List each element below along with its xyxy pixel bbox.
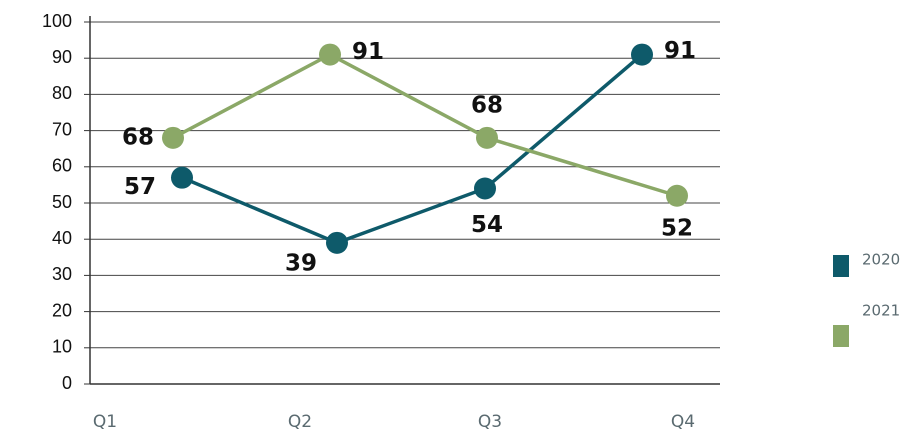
y-tick-label: 10 xyxy=(52,337,72,357)
legend-label: 2020 xyxy=(862,251,900,269)
y-tick-label: 40 xyxy=(52,228,72,248)
x-tick-label: Q1 xyxy=(93,412,117,432)
point xyxy=(326,231,348,254)
x-tick-label: Q2 xyxy=(288,412,312,432)
point xyxy=(171,166,193,189)
y-tick-label: 60 xyxy=(52,156,72,176)
y-tick-label: 70 xyxy=(52,119,72,139)
y-tick-label: 30 xyxy=(52,264,72,284)
data-label: 68 xyxy=(122,124,154,150)
x-tick-label: Q3 xyxy=(478,412,502,432)
y-tick-label: 20 xyxy=(52,300,72,320)
point xyxy=(476,126,498,149)
legend-swatch xyxy=(833,255,849,277)
data-label: 39 xyxy=(285,250,317,276)
data-label: 54 xyxy=(471,212,503,238)
y-tick-label: 80 xyxy=(52,83,72,103)
point xyxy=(474,177,496,200)
data-label: 57 xyxy=(124,174,156,200)
y-tick-label: 100 xyxy=(42,11,72,31)
point xyxy=(162,126,184,149)
point xyxy=(631,43,653,66)
y-tick-label: 0 xyxy=(62,373,72,393)
point xyxy=(319,43,341,66)
data-label: 68 xyxy=(471,92,503,118)
series-line xyxy=(181,53,644,245)
y-tick-label: 50 xyxy=(52,192,72,212)
y-tick-label: 90 xyxy=(52,47,72,67)
legend-swatch xyxy=(833,325,849,347)
point xyxy=(666,184,688,207)
legend-label: 2021 xyxy=(862,302,900,320)
data-label: 52 xyxy=(661,215,693,241)
series-line xyxy=(172,52,678,198)
x-tick-label: Q4 xyxy=(671,412,695,432)
data-label: 91 xyxy=(664,38,696,64)
data-label: 91 xyxy=(352,39,384,65)
